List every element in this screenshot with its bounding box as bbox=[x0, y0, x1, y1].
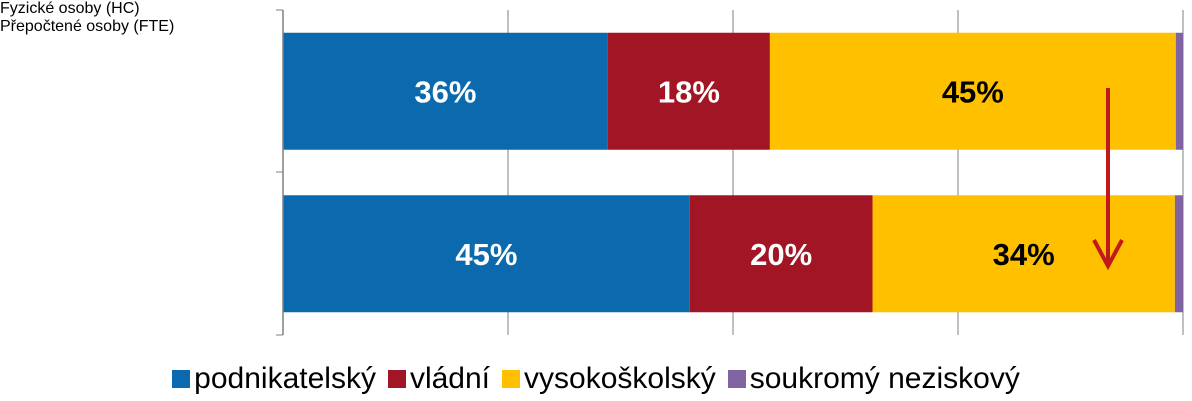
bar-segment bbox=[607, 32, 770, 150]
data-label: 45% bbox=[942, 74, 1004, 109]
y-tick-label: Fyzické osoby (HC) bbox=[0, 0, 140, 17]
bar-segment bbox=[283, 32, 608, 150]
bar-segment bbox=[283, 195, 690, 313]
bar-segment bbox=[1175, 32, 1183, 150]
legend-item: vládní bbox=[387, 362, 491, 396]
data-label: 18% bbox=[658, 74, 720, 109]
legend-item: podnikatelský bbox=[172, 362, 376, 396]
legend-item: soukromý neziskový bbox=[727, 362, 1020, 396]
legend-swatch bbox=[387, 370, 406, 388]
bar-segment bbox=[872, 195, 1175, 313]
y-tick-label: Přepočtené osoby (FTE) bbox=[0, 18, 175, 35]
legend-label: vládní bbox=[409, 362, 491, 395]
data-label: 36% bbox=[414, 74, 476, 109]
legend-label: vysokoškolský bbox=[524, 362, 716, 395]
data-label: 34% bbox=[993, 237, 1055, 272]
data-label: 20% bbox=[750, 237, 812, 272]
legend-swatch bbox=[172, 370, 191, 388]
legend-item: vysokoškolský bbox=[502, 362, 716, 396]
trend-arrow bbox=[1092, 88, 1124, 271]
legend-label: soukromý neziskový bbox=[749, 362, 1020, 395]
legend-swatch bbox=[727, 370, 746, 388]
bar-segment bbox=[689, 195, 873, 313]
data-label: 45% bbox=[455, 237, 517, 272]
bar-segment bbox=[1174, 195, 1183, 313]
legend-swatch bbox=[502, 370, 521, 388]
plot: 36% 18% 45% 45% 20% 34% bbox=[276, 9, 1184, 336]
legend: podnikatelský vládní vysokoškolský soukromý… bbox=[0, 362, 1192, 396]
legend-label: podnikatelský bbox=[194, 362, 376, 395]
